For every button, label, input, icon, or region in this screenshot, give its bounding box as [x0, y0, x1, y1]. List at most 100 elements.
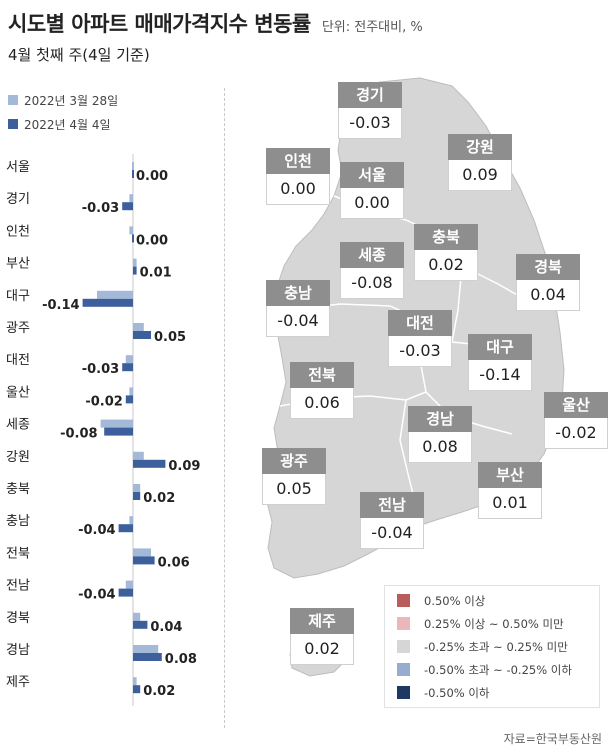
region-value-jeju: 0.02 [290, 634, 354, 665]
map-tag-daegu: 대구 -0.14 [468, 334, 532, 391]
map-tag-chungbuk: 충북 0.02 [414, 224, 478, 281]
bar-this-week [118, 524, 133, 533]
value-label: -0.02 [85, 394, 122, 409]
region-name-gyeonggi: 경기 [338, 82, 402, 108]
title-row: 시도별 아파트 매매가격지수 변동률 단위: 전주대비, % [8, 8, 423, 38]
region-value-jeonbuk: 0.06 [290, 388, 354, 419]
bar-prev-week [133, 612, 141, 621]
bar-this-week [125, 395, 133, 404]
map-legend-item: 0.25% 이상 ~ 0.50% 미만 [385, 612, 599, 635]
bar-this-week [104, 427, 133, 436]
value-label: 0.02 [143, 684, 175, 699]
map-legend-label: -0.50% 초과 ~ -0.25% 이하 [424, 662, 572, 677]
value-label: 0.00 [136, 233, 168, 248]
category-label: 서울 [6, 160, 30, 175]
region-name-gyeongbuk: 경북 [516, 254, 580, 280]
region-value-gyeongbuk: 0.04 [516, 280, 580, 311]
bar-prev-week [100, 419, 133, 428]
value-label: -0.14 [42, 298, 79, 313]
region-value-sejong: -0.08 [340, 268, 404, 299]
category-label: 광주 [6, 321, 30, 336]
category-label: 전북 [6, 546, 30, 561]
map-legend-item: -0.50% 이하 [385, 681, 599, 704]
bar-prev-week [129, 194, 133, 203]
map-tag-seoul: 서울 0.00 [340, 162, 404, 219]
bar-this-week [133, 620, 148, 629]
bar-this-week [133, 685, 141, 694]
region-name-gangwon: 강원 [448, 134, 512, 160]
value-label: 0.08 [165, 652, 197, 667]
region-value-gwangju: 0.05 [262, 474, 326, 505]
value-label: -0.03 [82, 362, 119, 377]
region-name-busan: 부산 [478, 462, 542, 488]
chart-subtitle: 4월 첫째 주(4일 기준) [8, 46, 150, 64]
map-legend-swatch [397, 663, 410, 676]
category-label: 대전 [6, 353, 30, 368]
category-label: 충남 [6, 514, 30, 529]
value-label: 0.09 [168, 459, 200, 474]
map-legend-label: 0.50% 이상 [424, 593, 486, 608]
region-name-chungbuk: 충북 [414, 224, 478, 250]
category-label: 경기 [6, 192, 30, 207]
map-legend-item: -0.25% 초과 ~ 0.25% 미만 [385, 635, 599, 658]
bar-this-week [133, 331, 151, 339]
category-label: 경북 [6, 611, 30, 626]
region-name-jeju: 제주 [290, 608, 354, 634]
map-legend-item: 0.50% 이상 [385, 589, 599, 612]
map-legend-swatch [397, 640, 410, 653]
category-label: 제주 [6, 675, 30, 690]
bar-prev-week [132, 162, 134, 170]
value-label: 0.01 [140, 266, 172, 281]
map-legend-swatch [397, 686, 410, 699]
category-label: 부산 [6, 257, 30, 272]
bar-prev-week [129, 226, 133, 235]
legend-item-current: 2022년 4월 4일 [8, 112, 118, 136]
category-label: 인천 [6, 224, 30, 239]
map-legend-item: -0.50% 초과 ~ -0.25% 이하 [385, 658, 599, 681]
region-value-busan: 0.01 [478, 488, 542, 519]
value-label: -0.04 [78, 588, 115, 603]
region-value-seoul: 0.00 [340, 188, 404, 219]
bar-prev-week [97, 290, 133, 299]
map-legend-label: -0.25% 초과 ~ 0.25% 미만 [424, 639, 568, 654]
value-label: -0.04 [78, 523, 115, 538]
bar-prev-week [125, 580, 133, 589]
unit-note: 단위: 전주대비, % [321, 20, 423, 35]
map-tag-busan: 부산 0.01 [478, 462, 542, 519]
map-legend-label: 0.25% 이상 ~ 0.50% 미만 [424, 616, 564, 631]
map-tag-incheon: 인천 0.00 [266, 148, 330, 205]
chart-title: 시도별 아파트 매매가격지수 변동률 [8, 12, 311, 36]
map-legend-swatch [397, 617, 410, 630]
category-label: 울산 [6, 385, 30, 400]
bar-prev-week [133, 548, 151, 557]
bar-this-week [133, 492, 141, 500]
bar-chart: 서울 0.00 경기 -0.03 인천 0.00 부산 0.01 대구 -0.14 광주 0.05 대전… [6, 154, 200, 706]
bar-prev-week [129, 516, 133, 525]
region-value-chungbuk: 0.02 [414, 250, 478, 281]
value-label: 0.05 [154, 330, 186, 345]
bar-prev-week [133, 323, 144, 331]
legend-swatch-prev [8, 95, 18, 105]
map-tag-jeonnam: 전남 -0.04 [360, 492, 424, 549]
map-tag-chungnam: 충남 -0.04 [266, 280, 330, 337]
category-label: 전남 [6, 579, 30, 594]
bar-this-week [133, 266, 137, 275]
bar-this-week [132, 170, 134, 178]
region-value-gangwon: 0.09 [448, 160, 512, 191]
bar-this-week [132, 234, 134, 243]
bar-prev-week [133, 484, 141, 492]
legend-label-current: 2022년 4월 4일 [24, 117, 111, 132]
region-value-ulsan: -0.02 [544, 418, 608, 449]
bar-this-week [133, 459, 166, 468]
region-name-gyeongnam: 경남 [408, 406, 472, 432]
region-name-gwangju: 광주 [262, 448, 326, 474]
bar-this-week [82, 298, 133, 307]
map-tag-gyeongnam: 경남 0.08 [408, 406, 472, 463]
map-tag-jeonbuk: 전북 0.06 [290, 362, 354, 419]
region-name-ulsan: 울산 [544, 392, 608, 418]
map-tag-gyeonggi: 경기 -0.03 [338, 82, 402, 139]
bar-this-week [122, 202, 133, 211]
divider [224, 88, 225, 728]
map-legend-swatch [397, 594, 410, 607]
bar-prev-week [133, 451, 144, 460]
